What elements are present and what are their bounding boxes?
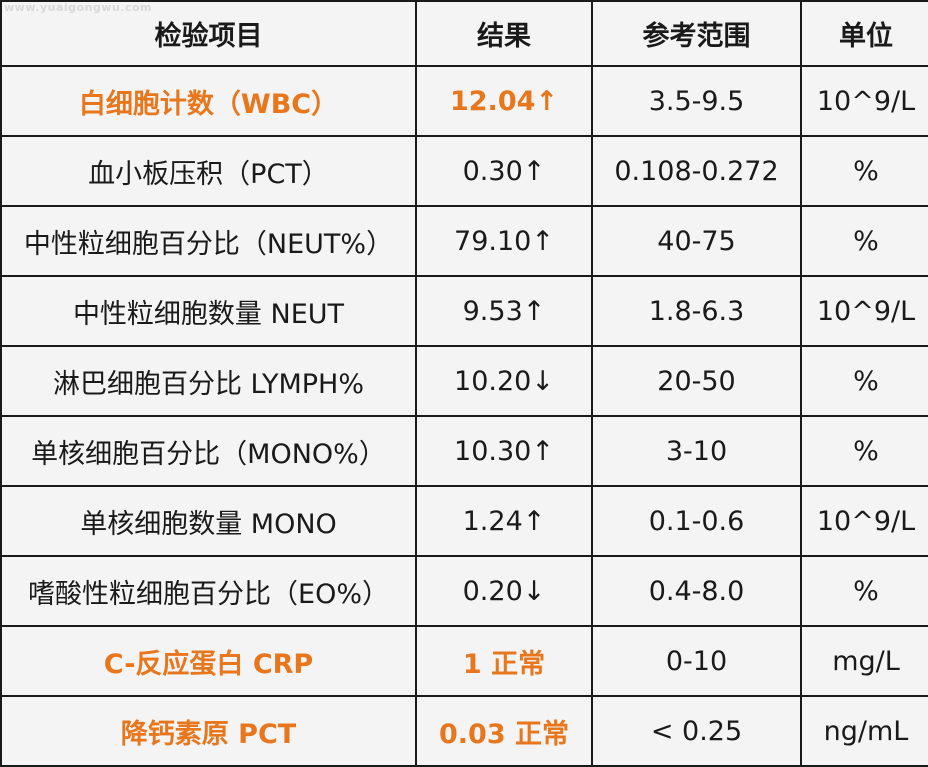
test-item-cell: 嗜酸性粒细胞百分比（EO%）: [0, 555, 417, 627]
unit-cell: %: [800, 555, 928, 627]
table-header: 检验项目 结果 参考范围 单位: [0, 0, 928, 67]
unit-cell: mg/L: [800, 625, 928, 697]
header-reference-range: 参考范围: [591, 0, 802, 67]
result-cell: 0.03 正常: [415, 695, 593, 767]
table-row: 中性粒细胞百分比（NEUT%） 79.10↑ 40-75%: [0, 205, 928, 277]
table-row: 白细胞计数（WBC） 12.04↑ 3.5-9.5 10^9/L: [0, 65, 928, 137]
table-row: 单核细胞数量 MONO 1.24↑ 0.1-0.6 10^9/L: [0, 485, 928, 557]
reference-range-cell: < 0.25: [591, 695, 802, 767]
table-row: 降钙素原 PCT 0.03 正常 < 0.25 ng/mL: [0, 695, 928, 767]
header-row: 检验项目 结果 参考范围 单位: [0, 0, 928, 67]
table-row: 淋巴细胞百分比 LYMPH% 10.20↓ 20-50%: [0, 345, 928, 417]
unit-cell: %: [800, 415, 928, 487]
table-row: 嗜酸性粒细胞百分比（EO%） 0.20↓ 0.4-8.0%: [0, 555, 928, 627]
table-row: 中性粒细胞数量 NEUT 9.53↑ 1.8-6.3 10^9/L: [0, 275, 928, 347]
test-item-cell: 单核细胞百分比（MONO%）: [0, 415, 417, 487]
reference-range-cell: 20-50: [591, 345, 802, 417]
unit-cell: %: [800, 345, 928, 417]
table-body: 白细胞计数（WBC） 12.04↑ 3.5-9.5 10^9/L 血小板压积（PCT） 0…: [0, 65, 928, 767]
test-item-cell: C-反应蛋白 CRP: [0, 625, 417, 697]
result-cell: 1 正常: [415, 625, 593, 697]
test-item-cell: 降钙素原 PCT: [0, 695, 417, 767]
header-unit: 单位: [800, 0, 928, 67]
reference-range-cell: 0.108-0.272: [591, 135, 802, 207]
unit-cell: 10^9/L: [800, 275, 928, 347]
result-cell: 10.30↑: [415, 415, 593, 487]
table-row: 单核细胞百分比（MONO%） 10.30↑ 3-10%: [0, 415, 928, 487]
reference-range-cell: 40-75: [591, 205, 802, 277]
reference-range-cell: 3-10: [591, 415, 802, 487]
watermark: www.yuaigongwu.com: [4, 1, 153, 14]
result-cell: 1.24↑: [415, 485, 593, 557]
reference-range-cell: 0.4-8.0: [591, 555, 802, 627]
test-item-cell: 淋巴细胞百分比 LYMPH%: [0, 345, 417, 417]
reference-range-cell: 0-10: [591, 625, 802, 697]
header-result: 结果: [415, 0, 593, 67]
table-row: C-反应蛋白 CRP 1 正常 0-10 mg/L: [0, 625, 928, 697]
result-cell: 0.30↑: [415, 135, 593, 207]
unit-cell: ng/mL: [800, 695, 928, 767]
header-test-item: 检验项目: [0, 0, 417, 67]
test-item-cell: 中性粒细胞百分比（NEUT%）: [0, 205, 417, 277]
unit-cell: 10^9/L: [800, 65, 928, 137]
unit-cell: %: [800, 135, 928, 207]
result-cell: 79.10↑: [415, 205, 593, 277]
unit-cell: 10^9/L: [800, 485, 928, 557]
test-item-cell: 血小板压积（PCT）: [0, 135, 417, 207]
table-row: 血小板压积（PCT） 0.30↑ 0.108-0.272%: [0, 135, 928, 207]
result-cell: 9.53↑: [415, 275, 593, 347]
test-item-cell: 中性粒细胞数量 NEUT: [0, 275, 417, 347]
result-cell: 0.20↓: [415, 555, 593, 627]
reference-range-cell: 1.8-6.3: [591, 275, 802, 347]
result-cell: 12.04↑: [415, 65, 593, 137]
test-item-cell: 单核细胞数量 MONO: [0, 485, 417, 557]
reference-range-cell: 0.1-0.6: [591, 485, 802, 557]
result-cell: 10.20↓: [415, 345, 593, 417]
test-item-cell: 白细胞计数（WBC）: [0, 65, 417, 137]
reference-range-cell: 3.5-9.5: [591, 65, 802, 137]
unit-cell: %: [800, 205, 928, 277]
